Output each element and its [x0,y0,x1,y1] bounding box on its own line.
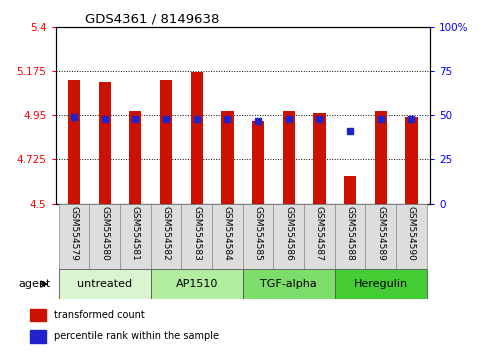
Text: GSM554587: GSM554587 [315,206,324,261]
Bar [120,204,151,269]
Bar [375,111,387,204]
Bar [335,269,427,299]
Bar [89,204,120,269]
Bar [160,80,172,204]
Text: GSM554581: GSM554581 [131,206,140,261]
Text: TGF-alpha: TGF-alpha [260,279,317,289]
Bar [99,82,111,204]
Bar [243,204,273,269]
Text: untreated: untreated [77,279,132,289]
Bar [30,309,45,321]
Text: GSM554588: GSM554588 [346,206,355,261]
Bar [335,204,366,269]
Bar [191,72,203,204]
Text: transformed count: transformed count [54,310,144,320]
Bar [252,121,264,204]
Bar [283,111,295,204]
Bar [212,204,243,269]
Bar [129,111,142,204]
Bar [313,113,326,204]
Bar [243,269,335,299]
Text: GSM554589: GSM554589 [376,206,385,261]
Text: GSM554580: GSM554580 [100,206,109,261]
Bar [405,117,418,204]
Text: percentile rank within the sample: percentile rank within the sample [54,331,219,341]
Text: GSM554586: GSM554586 [284,206,293,261]
Text: agent: agent [18,279,51,289]
Bar [181,204,212,269]
Text: GSM554584: GSM554584 [223,206,232,260]
Bar [30,330,45,343]
Bar [366,204,396,269]
Bar [68,80,80,204]
Bar [396,204,427,269]
Text: GSM554590: GSM554590 [407,206,416,261]
Text: AP1510: AP1510 [175,279,218,289]
Text: GSM554579: GSM554579 [70,206,78,261]
Bar [273,204,304,269]
Text: GDS4361 / 8149638: GDS4361 / 8149638 [85,12,220,25]
Bar [58,269,151,299]
Text: GSM554585: GSM554585 [254,206,263,261]
Text: Heregulin: Heregulin [354,279,408,289]
Bar [304,204,335,269]
Text: GSM554583: GSM554583 [192,206,201,261]
Bar [221,111,233,204]
Bar [58,204,89,269]
Bar [151,204,181,269]
Bar [151,269,243,299]
Bar [344,176,356,204]
Text: GSM554582: GSM554582 [161,206,170,260]
